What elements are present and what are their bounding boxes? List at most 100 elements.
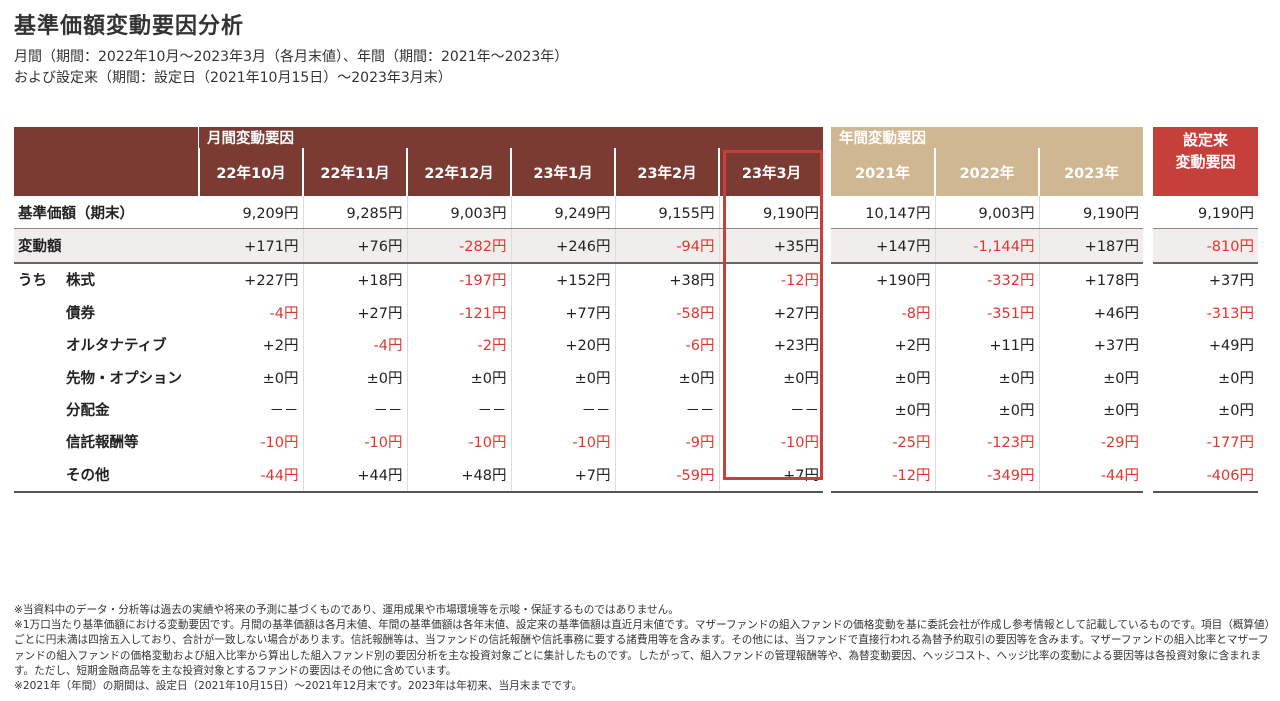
value-cell: +246円 [510,228,615,264]
table-row: 分配金 －－ －－ －－ －－ －－ －－ ±0円 ±0円 ±0円 ±0円 [14,393,1258,426]
value-cell: +49円 [1208,338,1254,355]
value-cell: ±0円 [718,360,823,394]
value-cell: －－ [510,393,615,426]
value-cell: -94円 [614,228,719,264]
value-cell: +27円 [718,296,823,329]
value-cell: +7円 [718,458,823,493]
value-cell: ±0円 [406,360,511,394]
value-cell: +2円 [262,338,299,355]
value-cell: 9,190円 [718,196,823,230]
value-cell: +7円 [510,458,615,493]
value-cell: －－ [718,393,823,426]
value-cell: ±0円 [262,370,299,387]
value-cell: -12円 [831,458,935,493]
column-header-23-3: 23年3月 [718,148,823,196]
value-cell: +23円 [718,328,823,361]
value-cell: +37円 [1038,328,1143,361]
value-cell: -10円 [260,435,299,452]
row-label: 分配金 [66,403,110,420]
column-header-2021: 2021年 [831,148,935,196]
table-row: うち 株式 +227円 +18円 -197円 +152円 +38円 -12円 +190円 -332… [14,262,1258,297]
value-cell: -121円 [406,296,511,329]
table-row: オルタナティブ +2円 -4円 -2円 +20円 -6円 +23円 +2円 +11円 +37円 +4… [14,328,1258,361]
value-cell: +35円 [718,228,823,264]
row-indent [14,393,54,425]
value-cell: 9,190円 [1153,196,1258,230]
value-cell: +178円 [1038,262,1143,297]
row-label: オルタナティブ [66,338,167,355]
value-cell: +20円 [510,328,615,361]
row-indent [14,329,54,361]
group-header-since-inception: 設定来 変動要因 [1153,127,1258,196]
column-header-2023: 2023年 [1038,148,1143,196]
value-cell: -10円 [406,425,511,459]
value-cell: -197円 [406,262,511,297]
table-row: その他 -44円 +44円 +48円 +7円 -59円 +7円 -12円 -349円 -44円 -4… [14,458,1258,493]
value-cell: ±0円 [934,360,1039,394]
row-indent [14,426,54,458]
value-cell: 9,190円 [1038,196,1143,230]
value-cell: 10,147円 [831,196,935,230]
value-cell: ±0円 [1038,393,1143,426]
value-cell: －－ [302,393,407,426]
column-header-22-12: 22年12月 [406,148,511,196]
value-cell: +11円 [934,328,1039,361]
value-cell: -810円 [1153,228,1258,264]
value-cell: -332円 [934,262,1039,297]
value-cell: -177円 [1206,435,1254,452]
value-cell: ±0円 [1218,403,1254,420]
value-cell: -4円 [302,328,407,361]
value-cell: -8円 [901,305,931,322]
value-cell: +37円 [1208,273,1254,290]
table-row: 信託報酬等 -10円 -10円 -10円 -10円 -9円 -10円 -25円 -123円 -29… [14,425,1258,459]
value-cell: +48円 [406,458,511,493]
value-cell: ±0円 [894,370,931,387]
subtitle-period-line1: 月間（期間：2022年10月～2023年3月（各月末値）、年間（期間：2021年… [14,49,569,65]
value-cell: -29円 [1038,425,1143,459]
footnotes: ※当資料中のデータ・分析等は過去の実績や将来の予測に基づくものであり、運用成果や… [14,603,1270,694]
value-cell: -9円 [614,425,719,459]
value-cell: -349円 [934,458,1039,493]
value-cell: -123円 [934,425,1039,459]
value-cell: +77円 [510,296,615,329]
value-cell: 9,003円 [934,196,1039,230]
page-title: 基準価額変動要因分析 [14,14,245,39]
table-row: 先物・オプション ±0円 ±0円 ±0円 ±0円 ±0円 ±0円 ±0円 ±0円 ±0円 ±0円 [14,360,1258,394]
value-cell: +227円 [244,273,299,290]
row-label: 基準価額（期末） [14,196,199,230]
value-cell: +18円 [302,262,407,297]
value-cell: +152円 [510,262,615,297]
value-cell: +187円 [1038,228,1143,264]
column-header-22-11: 22年11月 [302,148,407,196]
column-header-2022: 2022年 [934,148,1039,196]
value-cell: -6円 [614,328,719,361]
value-cell: -10円 [302,425,407,459]
value-cell: +44円 [302,458,407,493]
row-indent [14,458,54,493]
value-cell: －－ [269,403,299,420]
value-cell: -4円 [269,305,299,322]
footnote-disclaimer: ※当資料中のデータ・分析等は過去の実績や将来の予測に基づくものであり、運用成果や… [14,604,679,616]
value-cell: 9,155円 [614,196,719,230]
column-header-23-1: 23年1月 [510,148,615,196]
value-cell: 9,003円 [406,196,511,230]
value-cell: -10円 [510,425,615,459]
value-cell: -58円 [614,296,719,329]
table-row: 債券 -4円 +27円 -121円 +77円 -58円 +27円 -8円 -351円 +46円 -3… [14,296,1258,329]
value-cell: -282円 [406,228,511,264]
subtitle-period-line2: および設定来（期間：設定日（2021年10月15日）～2023年3月末） [14,70,452,86]
header-corner [14,127,199,196]
value-cell: -313円 [1206,305,1254,322]
value-cell: ±0円 [934,393,1039,426]
value-cell: ±0円 [894,403,931,420]
value-cell: －－ [614,393,719,426]
value-cell: -1,144円 [934,228,1039,264]
row-label: 信託報酬等 [66,435,139,452]
value-cell: +171円 [199,228,303,264]
value-cell: -44円 [199,458,303,493]
footnote-period: ※2021年（年間）の期間は、設定日（2021年10月15日）～2021年12月… [14,680,583,693]
value-cell: -351円 [934,296,1039,329]
value-cell: -12円 [718,262,823,297]
table-row: 変動額 +171円 +76円 -282円 +246円 -94円 +35円 +147円 -1,14… [14,228,1258,264]
value-cell: +76円 [302,228,407,264]
